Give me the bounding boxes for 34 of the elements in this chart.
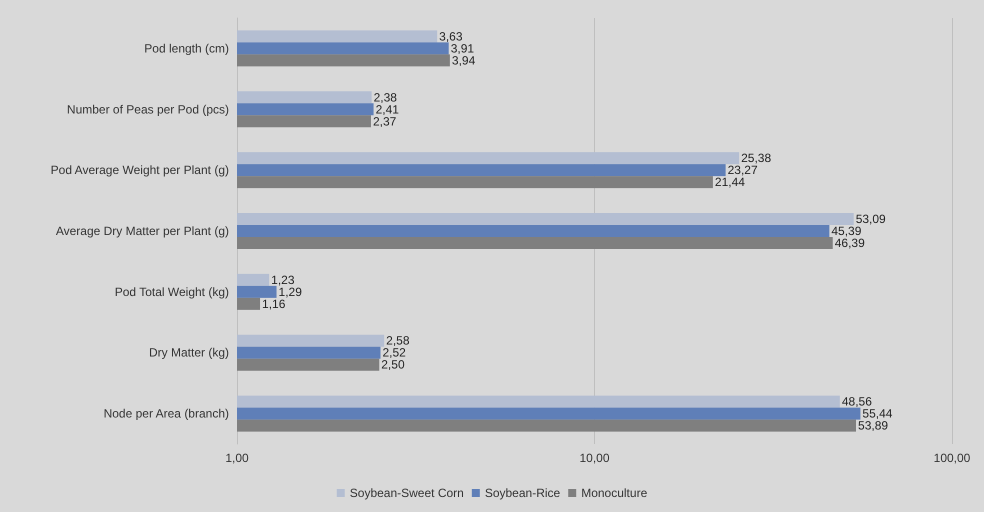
- data-label: 2,38: [374, 90, 398, 104]
- data-label: 3,94: [452, 53, 476, 68]
- y-tick-label: Node per Area (branch): [104, 406, 229, 421]
- data-label: 46,39: [834, 236, 866, 250]
- data-label: 23,27: [728, 163, 758, 178]
- data-label: 53,89: [858, 418, 888, 433]
- data-label: 55,44: [862, 406, 893, 421]
- legend-label: Monoculture: [581, 486, 648, 500]
- y-tick-label: Pod Average Weight per Plant (g): [50, 163, 229, 178]
- y-tick-label: Pod Total Weight (kg): [114, 284, 230, 299]
- data-label: 2,58: [386, 334, 410, 348]
- legend-label: Soybean-Rice: [484, 486, 561, 500]
- y-tick-label: Average Dry Matter per Plant (g): [56, 224, 229, 238]
- x-tick-label: 100,00: [934, 451, 971, 465]
- data-label: 2,50: [381, 358, 405, 372]
- data-label: 3,91: [450, 41, 474, 56]
- data-label: 3,63: [439, 29, 463, 44]
- data-label: 25,38: [741, 151, 772, 166]
- data-label: 1,29: [278, 284, 302, 299]
- y-tick-label: Number of Peas per Pod (pcs): [66, 102, 229, 116]
- data-label: 53,09: [856, 212, 886, 226]
- x-tick-label: 10,00: [579, 451, 610, 465]
- y-tick-label: Dry Matter (kg): [148, 346, 229, 360]
- legend-label: Soybean-Sweet Corn: [350, 486, 464, 500]
- data-label: 45,39: [831, 224, 862, 238]
- data-label: 21,44: [714, 175, 746, 190]
- data-label: 1,16: [262, 296, 286, 311]
- data-label: 2,41: [376, 102, 400, 116]
- data-label: 2,37: [372, 114, 397, 128]
- y-tick-label: Pod length (cm): [144, 41, 230, 56]
- x-tick-label: 1,00: [225, 451, 249, 465]
- data-label: 2,52: [382, 346, 406, 360]
- data-label: 48,56: [842, 394, 872, 409]
- data-label: 1,23: [271, 272, 295, 287]
